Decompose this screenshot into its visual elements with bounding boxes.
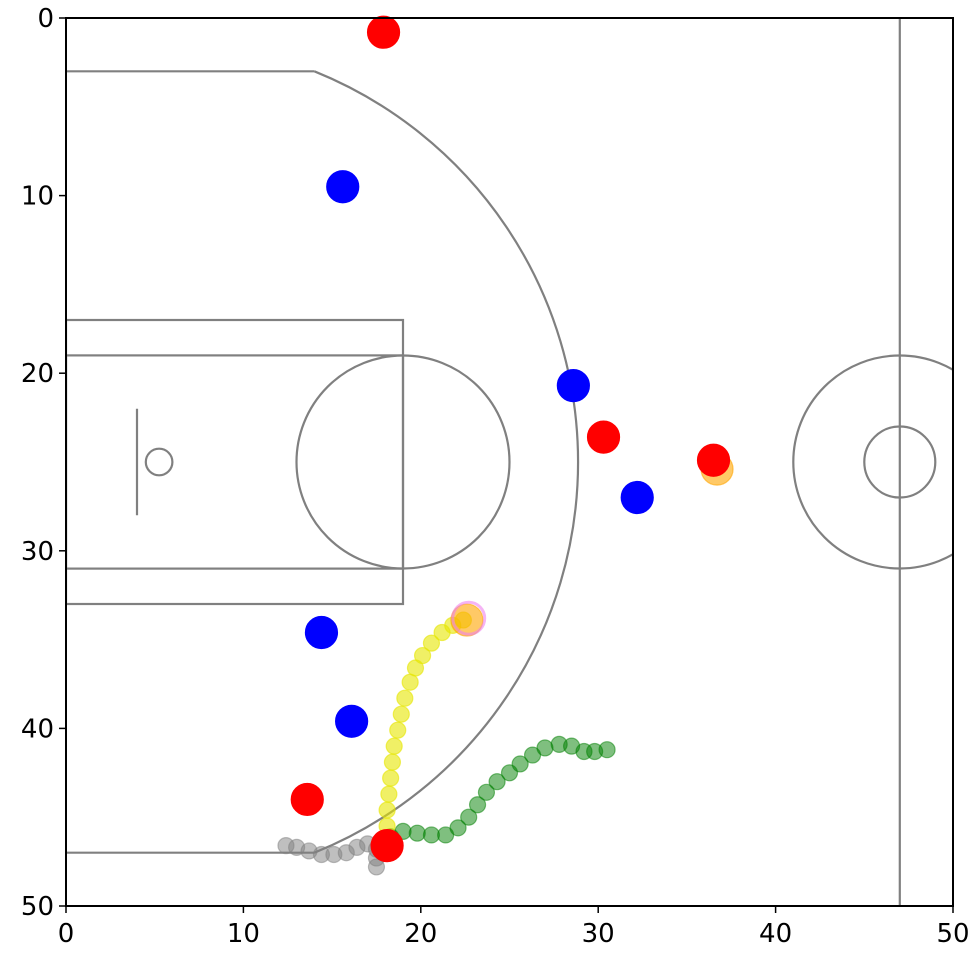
point xyxy=(335,704,369,738)
point xyxy=(382,769,400,787)
point xyxy=(449,819,467,837)
point xyxy=(326,170,360,204)
free-throw-circle xyxy=(295,354,511,570)
point xyxy=(556,369,590,403)
x-tick-label: 0 xyxy=(58,919,75,949)
x-tick-label: 10 xyxy=(227,919,260,949)
axes-frame xyxy=(65,17,954,907)
point xyxy=(380,785,398,803)
point xyxy=(383,753,402,771)
point xyxy=(396,689,414,707)
point xyxy=(450,603,484,637)
y-tick-label: 20 xyxy=(21,359,54,389)
point xyxy=(408,824,426,842)
point xyxy=(385,737,403,755)
x-tick-label: 50 xyxy=(936,919,969,949)
hoop xyxy=(144,447,174,477)
point xyxy=(366,15,401,49)
point xyxy=(451,600,487,636)
point xyxy=(511,755,529,773)
point xyxy=(488,773,506,791)
point xyxy=(290,782,324,817)
point xyxy=(536,739,554,757)
y-tick-label: 40 xyxy=(21,714,54,744)
marks xyxy=(277,15,734,876)
center-circle xyxy=(792,354,953,570)
x-tick-label: 30 xyxy=(582,919,615,949)
y-tick-label: 30 xyxy=(21,537,54,567)
court xyxy=(66,18,953,906)
x-tick-label: 20 xyxy=(404,919,437,949)
point xyxy=(389,721,407,739)
x-tick-label: 40 xyxy=(759,919,792,949)
center-circle-inner xyxy=(863,425,937,499)
point xyxy=(370,829,404,863)
point xyxy=(378,801,396,819)
point xyxy=(422,634,441,652)
y-tick-label: 10 xyxy=(21,182,54,212)
point xyxy=(413,646,432,665)
point xyxy=(392,705,410,723)
point xyxy=(468,796,487,814)
y-tick-label: 0 xyxy=(37,4,54,34)
point xyxy=(598,741,616,759)
point xyxy=(460,808,478,826)
point xyxy=(696,443,731,477)
point xyxy=(620,480,654,515)
point xyxy=(304,615,339,650)
y-tick-label: 50 xyxy=(21,892,54,922)
point xyxy=(586,420,621,454)
point xyxy=(367,858,386,876)
lane-inner xyxy=(66,354,405,570)
point xyxy=(477,783,496,801)
lane-outer xyxy=(66,318,405,606)
three-point-arc xyxy=(313,70,580,854)
point xyxy=(401,673,419,691)
